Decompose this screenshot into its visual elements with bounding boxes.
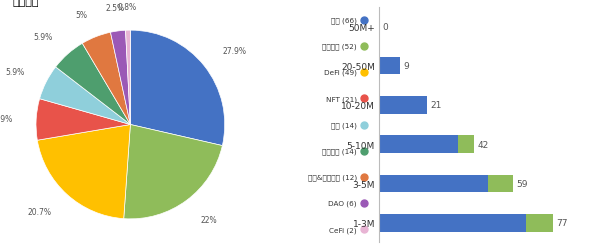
Text: 5.9%: 5.9% — [33, 32, 52, 42]
Text: 5.9%: 5.9% — [6, 68, 25, 76]
Text: CeFi (2): CeFi (2) — [329, 226, 357, 233]
Wedge shape — [40, 68, 130, 125]
Wedge shape — [82, 33, 130, 125]
Text: 社交娱乐 (14): 社交娱乐 (14) — [322, 148, 357, 154]
Text: NFT (21): NFT (21) — [326, 96, 357, 102]
Wedge shape — [37, 125, 130, 219]
Text: 27.9%: 27.9% — [223, 47, 247, 56]
Bar — [379, 58, 400, 75]
Text: 42: 42 — [478, 140, 489, 149]
Wedge shape — [56, 44, 130, 125]
Text: 0: 0 — [383, 22, 388, 32]
Text: 21: 21 — [430, 101, 442, 110]
Text: DeFi (49): DeFi (49) — [324, 70, 357, 76]
Text: 5%: 5% — [76, 11, 88, 20]
Text: DAO (6): DAO (6) — [328, 200, 357, 206]
Text: 工具&信息服务 (12): 工具&信息服务 (12) — [308, 174, 357, 180]
Text: 2.5%: 2.5% — [105, 4, 124, 13]
Wedge shape — [125, 31, 130, 125]
Text: 59: 59 — [516, 179, 527, 188]
Wedge shape — [36, 99, 130, 141]
Bar — [379, 175, 488, 192]
Bar — [379, 96, 427, 114]
Text: 9: 9 — [403, 62, 409, 71]
Wedge shape — [124, 125, 223, 219]
Text: 77: 77 — [557, 218, 568, 228]
Text: 6.9%: 6.9% — [0, 114, 13, 123]
Text: 基础设施 (52): 基础设施 (52) — [322, 44, 357, 50]
Bar — [526, 214, 553, 232]
Bar — [458, 136, 474, 154]
Text: 其它 (14): 其它 (14) — [331, 122, 357, 128]
Bar — [379, 136, 458, 154]
Text: 20.7%: 20.7% — [27, 208, 51, 216]
Text: 投资版图: 投资版图 — [13, 0, 39, 7]
Wedge shape — [130, 31, 225, 146]
Wedge shape — [110, 31, 130, 125]
Bar — [379, 214, 526, 232]
Text: 0.8%: 0.8% — [118, 3, 137, 12]
Text: 游戏 (66): 游戏 (66) — [331, 17, 357, 24]
Bar — [488, 175, 512, 192]
Text: 22%: 22% — [200, 215, 217, 224]
